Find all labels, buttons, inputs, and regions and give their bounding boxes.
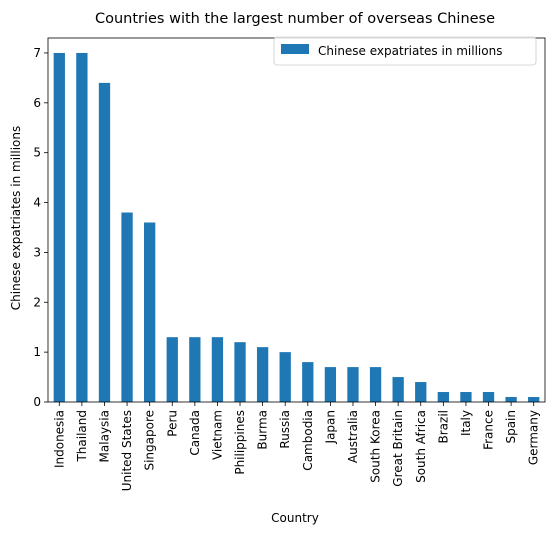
x-tick-label: Great Britain: [391, 410, 405, 487]
bar-australia: [347, 367, 359, 402]
y-tick-label: 5: [33, 146, 41, 160]
x-tick-label: South Korea: [369, 410, 383, 483]
bar-united-states: [121, 212, 133, 402]
bar-south-africa: [415, 382, 427, 402]
bar-peru: [166, 337, 178, 402]
y-axis: 0 1 2 3 4 5 6 7: [33, 46, 48, 409]
bar-canada: [189, 337, 201, 402]
chart-title: Countries with the largest number of ove…: [95, 11, 495, 27]
x-tick-label: South Africa: [414, 410, 428, 483]
bar-south-korea: [369, 367, 382, 402]
x-tick-label: Russia: [278, 410, 292, 449]
x-axis: Indonesia Thailand Malaysia United States Si…: [52, 402, 541, 491]
legend-swatch: [281, 44, 309, 54]
bar-indonesia: [53, 52, 65, 403]
bar-italy: [460, 392, 472, 402]
legend-frame: [273, 36, 537, 66]
bar-germany: [528, 397, 540, 402]
bar-thailand: [76, 52, 88, 403]
x-tick-label: France: [482, 410, 496, 450]
bar-france: [482, 392, 495, 402]
x-tick-label: Canada: [188, 410, 202, 456]
bar-japan: [324, 367, 337, 402]
y-axis-title: Chinese expatriates in millions: [9, 126, 23, 310]
y-tick-label: 7: [33, 46, 41, 60]
x-tick-label: Burma: [256, 410, 270, 450]
bar-brazil: [437, 392, 449, 402]
x-tick-label: Vietnam: [210, 410, 224, 460]
y-tick-label: 3: [33, 245, 41, 259]
bar-cambodia: [302, 362, 314, 402]
y-tick-label: 4: [33, 196, 41, 210]
x-tick-label: Australia: [346, 410, 360, 463]
x-tick-label: Peru: [165, 410, 179, 437]
x-tick-label: Malaysia: [97, 410, 111, 462]
y-tick-label: 2: [33, 295, 41, 309]
x-tick-label: Germany: [527, 410, 541, 465]
x-axis-title: Country: [271, 511, 319, 525]
x-tick-label: Philippines: [233, 410, 247, 475]
bars-group: [53, 52, 540, 403]
y-tick-label: 1: [33, 345, 41, 359]
x-tick-label: Thailand: [75, 410, 89, 463]
x-tick-label: Japan: [323, 410, 337, 444]
bar-spain: [505, 397, 517, 402]
bar-great-britain: [392, 377, 404, 402]
x-tick-label: Cambodia: [301, 410, 315, 471]
bar-malaysia: [98, 82, 111, 402]
y-tick-label: 0: [33, 395, 41, 409]
legend-label: Chinese expatriates in millions: [318, 44, 502, 58]
legend: Chinese expatriates in millions: [273, 36, 537, 66]
bar-burma: [256, 347, 269, 402]
bar-philippines: [234, 342, 246, 402]
bar-singapore: [144, 222, 156, 402]
x-tick-label: Singapore: [143, 410, 157, 471]
x-tick-label: United States: [120, 410, 134, 491]
x-tick-label: Indonesia: [52, 410, 66, 468]
x-tick-label: Spain: [504, 410, 518, 444]
x-tick-label: Italy: [459, 410, 473, 436]
bar-russia: [279, 352, 291, 402]
x-tick-label: Brazil: [436, 410, 450, 444]
y-tick-label: 6: [33, 96, 41, 110]
bar-vietnam: [211, 337, 224, 402]
